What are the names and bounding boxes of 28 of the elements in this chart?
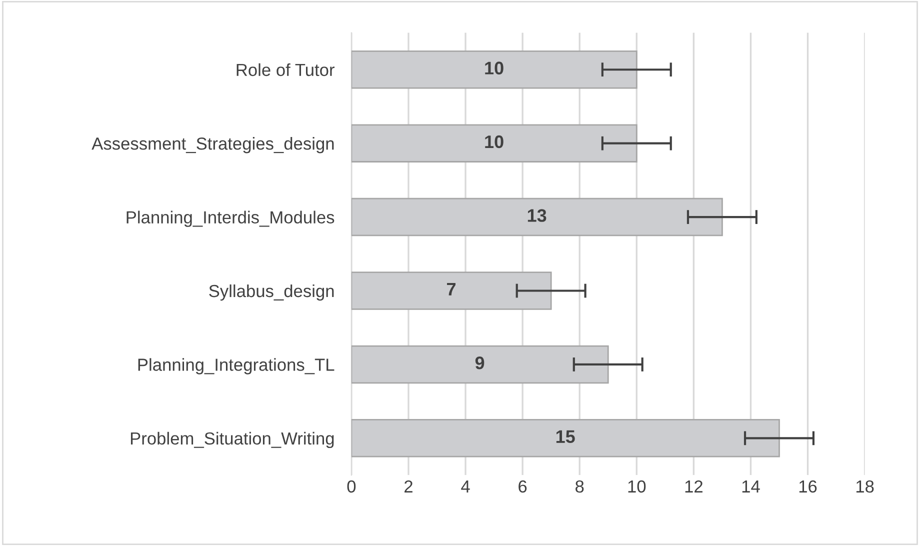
y-tick-label: Planning_Interdis_Modules [126, 210, 334, 227]
bar [351, 50, 638, 89]
x-tick-label: 18 [856, 480, 874, 493]
data-label: 15 [556, 430, 575, 444]
data-label: 7 [447, 282, 456, 296]
data-label: 10 [485, 135, 504, 148]
y-tick-label: Role of Tutor [236, 63, 334, 76]
x-tick-label: 14 [742, 480, 760, 492]
x-tick-label: 10 [628, 480, 646, 493]
y-tick-label: Problem_Situation_Writing [130, 432, 334, 448]
bar [351, 198, 723, 236]
x-tick-label: 4 [461, 480, 470, 492]
bar [351, 124, 638, 162]
x-tick-label: 2 [404, 480, 412, 492]
data-label: 10 [485, 62, 504, 74]
x-tick-label: 0 [347, 480, 356, 493]
y-tick-label: Syllabus_design [209, 284, 334, 301]
x-tick-label: 16 [799, 480, 817, 493]
y-tick-label: Assessment_Strategies_design [92, 137, 334, 154]
x-tick-label: 8 [576, 480, 584, 493]
x-tick-label: 12 [685, 480, 702, 492]
bar [351, 419, 780, 458]
bar [351, 345, 609, 384]
bar [351, 272, 552, 310]
data-label: 13 [528, 209, 546, 222]
y-tick-label: Planning_Integrations_TL [138, 358, 334, 374]
x-tick-label: 6 [518, 480, 527, 493]
data-label: 9 [475, 356, 484, 370]
